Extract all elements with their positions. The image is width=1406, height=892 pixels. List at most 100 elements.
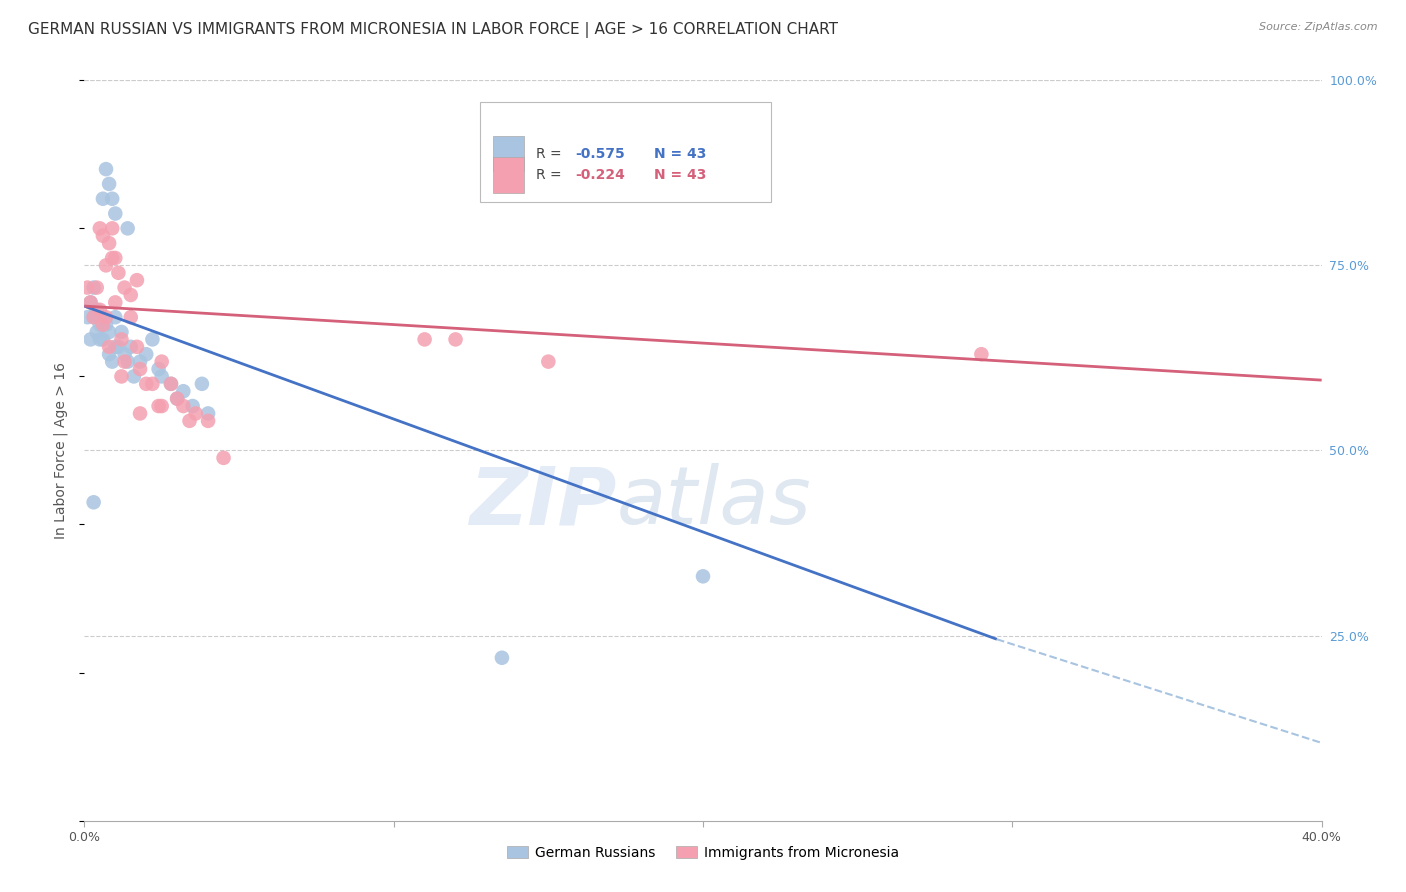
Point <box>117 221 139 235</box>
Point <box>110 325 132 339</box>
Point <box>129 407 152 421</box>
Point <box>98 340 121 354</box>
Point <box>101 221 124 235</box>
Point <box>114 347 136 361</box>
Point <box>98 236 121 251</box>
Point <box>76 310 98 325</box>
Point <box>141 376 163 391</box>
Point <box>98 177 121 191</box>
Point <box>76 280 98 294</box>
Text: GERMAN RUSSIAN VS IMMIGRANTS FROM MICRONESIA IN LABOR FORCE | AGE > 16 CORRELATI: GERMAN RUSSIAN VS IMMIGRANTS FROM MICRON… <box>28 22 838 38</box>
FancyBboxPatch shape <box>481 103 770 202</box>
Point <box>89 332 111 346</box>
Point <box>98 347 121 361</box>
Point <box>179 414 201 428</box>
Point <box>104 295 127 310</box>
Point <box>148 362 170 376</box>
Point <box>135 347 157 361</box>
Point <box>125 340 148 354</box>
Point <box>91 318 114 332</box>
Point <box>83 280 105 294</box>
Point <box>114 354 136 368</box>
Text: R =: R = <box>536 168 567 182</box>
Point <box>94 162 117 177</box>
Point <box>110 332 132 346</box>
Point <box>160 376 183 391</box>
Text: Source: ZipAtlas.com: Source: ZipAtlas.com <box>1260 22 1378 32</box>
Point <box>166 392 188 406</box>
FancyBboxPatch shape <box>492 136 523 171</box>
Point <box>150 369 173 384</box>
Point <box>101 251 124 265</box>
Point <box>110 369 132 384</box>
Point <box>135 376 157 391</box>
Point <box>83 310 105 325</box>
Point <box>94 318 117 332</box>
Point <box>172 399 194 413</box>
Point <box>89 302 111 317</box>
Point <box>413 332 436 346</box>
Point <box>120 340 142 354</box>
Point <box>148 399 170 413</box>
Text: ZIP: ZIP <box>470 463 616 541</box>
FancyBboxPatch shape <box>492 157 523 193</box>
Point <box>86 302 108 317</box>
Text: R =: R = <box>536 146 567 161</box>
Text: -0.224: -0.224 <box>575 168 626 182</box>
Point <box>114 280 136 294</box>
Point <box>104 340 127 354</box>
Point <box>191 376 214 391</box>
Point <box>107 266 129 280</box>
Point <box>184 407 207 421</box>
Point <box>86 325 108 339</box>
Point <box>125 273 148 287</box>
Point <box>91 310 114 325</box>
Legend: German Russians, Immigrants from Micronesia: German Russians, Immigrants from Microne… <box>502 840 904 865</box>
Point <box>107 340 129 354</box>
Point <box>537 354 560 368</box>
Point <box>101 192 124 206</box>
Point <box>94 259 117 273</box>
Point <box>83 310 105 325</box>
Point <box>120 310 142 325</box>
Point <box>122 369 145 384</box>
Text: N = 43: N = 43 <box>654 168 706 182</box>
Point <box>104 206 127 220</box>
Point <box>101 354 124 368</box>
Point <box>970 347 993 361</box>
Point <box>197 414 219 428</box>
Point <box>104 310 127 325</box>
Point <box>117 354 139 368</box>
Text: atlas: atlas <box>616 463 811 541</box>
Point <box>91 192 114 206</box>
Point <box>104 251 127 265</box>
Point <box>79 295 101 310</box>
Point <box>129 362 152 376</box>
Point <box>79 295 101 310</box>
Point <box>150 399 173 413</box>
Point <box>141 332 163 346</box>
Point <box>129 354 152 368</box>
Point <box>89 221 111 235</box>
Point <box>692 569 714 583</box>
Point <box>86 280 108 294</box>
Point <box>181 399 204 413</box>
Point <box>160 376 183 391</box>
Point <box>91 332 114 346</box>
Text: -0.575: -0.575 <box>575 146 626 161</box>
Y-axis label: In Labor Force | Age > 16: In Labor Force | Age > 16 <box>53 362 69 539</box>
Point <box>89 318 111 332</box>
Point <box>83 495 105 509</box>
Point <box>98 325 121 339</box>
Point <box>197 407 219 421</box>
Point <box>94 310 117 325</box>
Point <box>150 354 173 368</box>
Point <box>444 332 467 346</box>
Point <box>91 228 114 243</box>
Text: N = 43: N = 43 <box>654 146 706 161</box>
Point <box>79 332 101 346</box>
Point <box>491 650 513 665</box>
Point <box>120 288 142 302</box>
Point <box>212 450 235 465</box>
Point <box>172 384 194 399</box>
